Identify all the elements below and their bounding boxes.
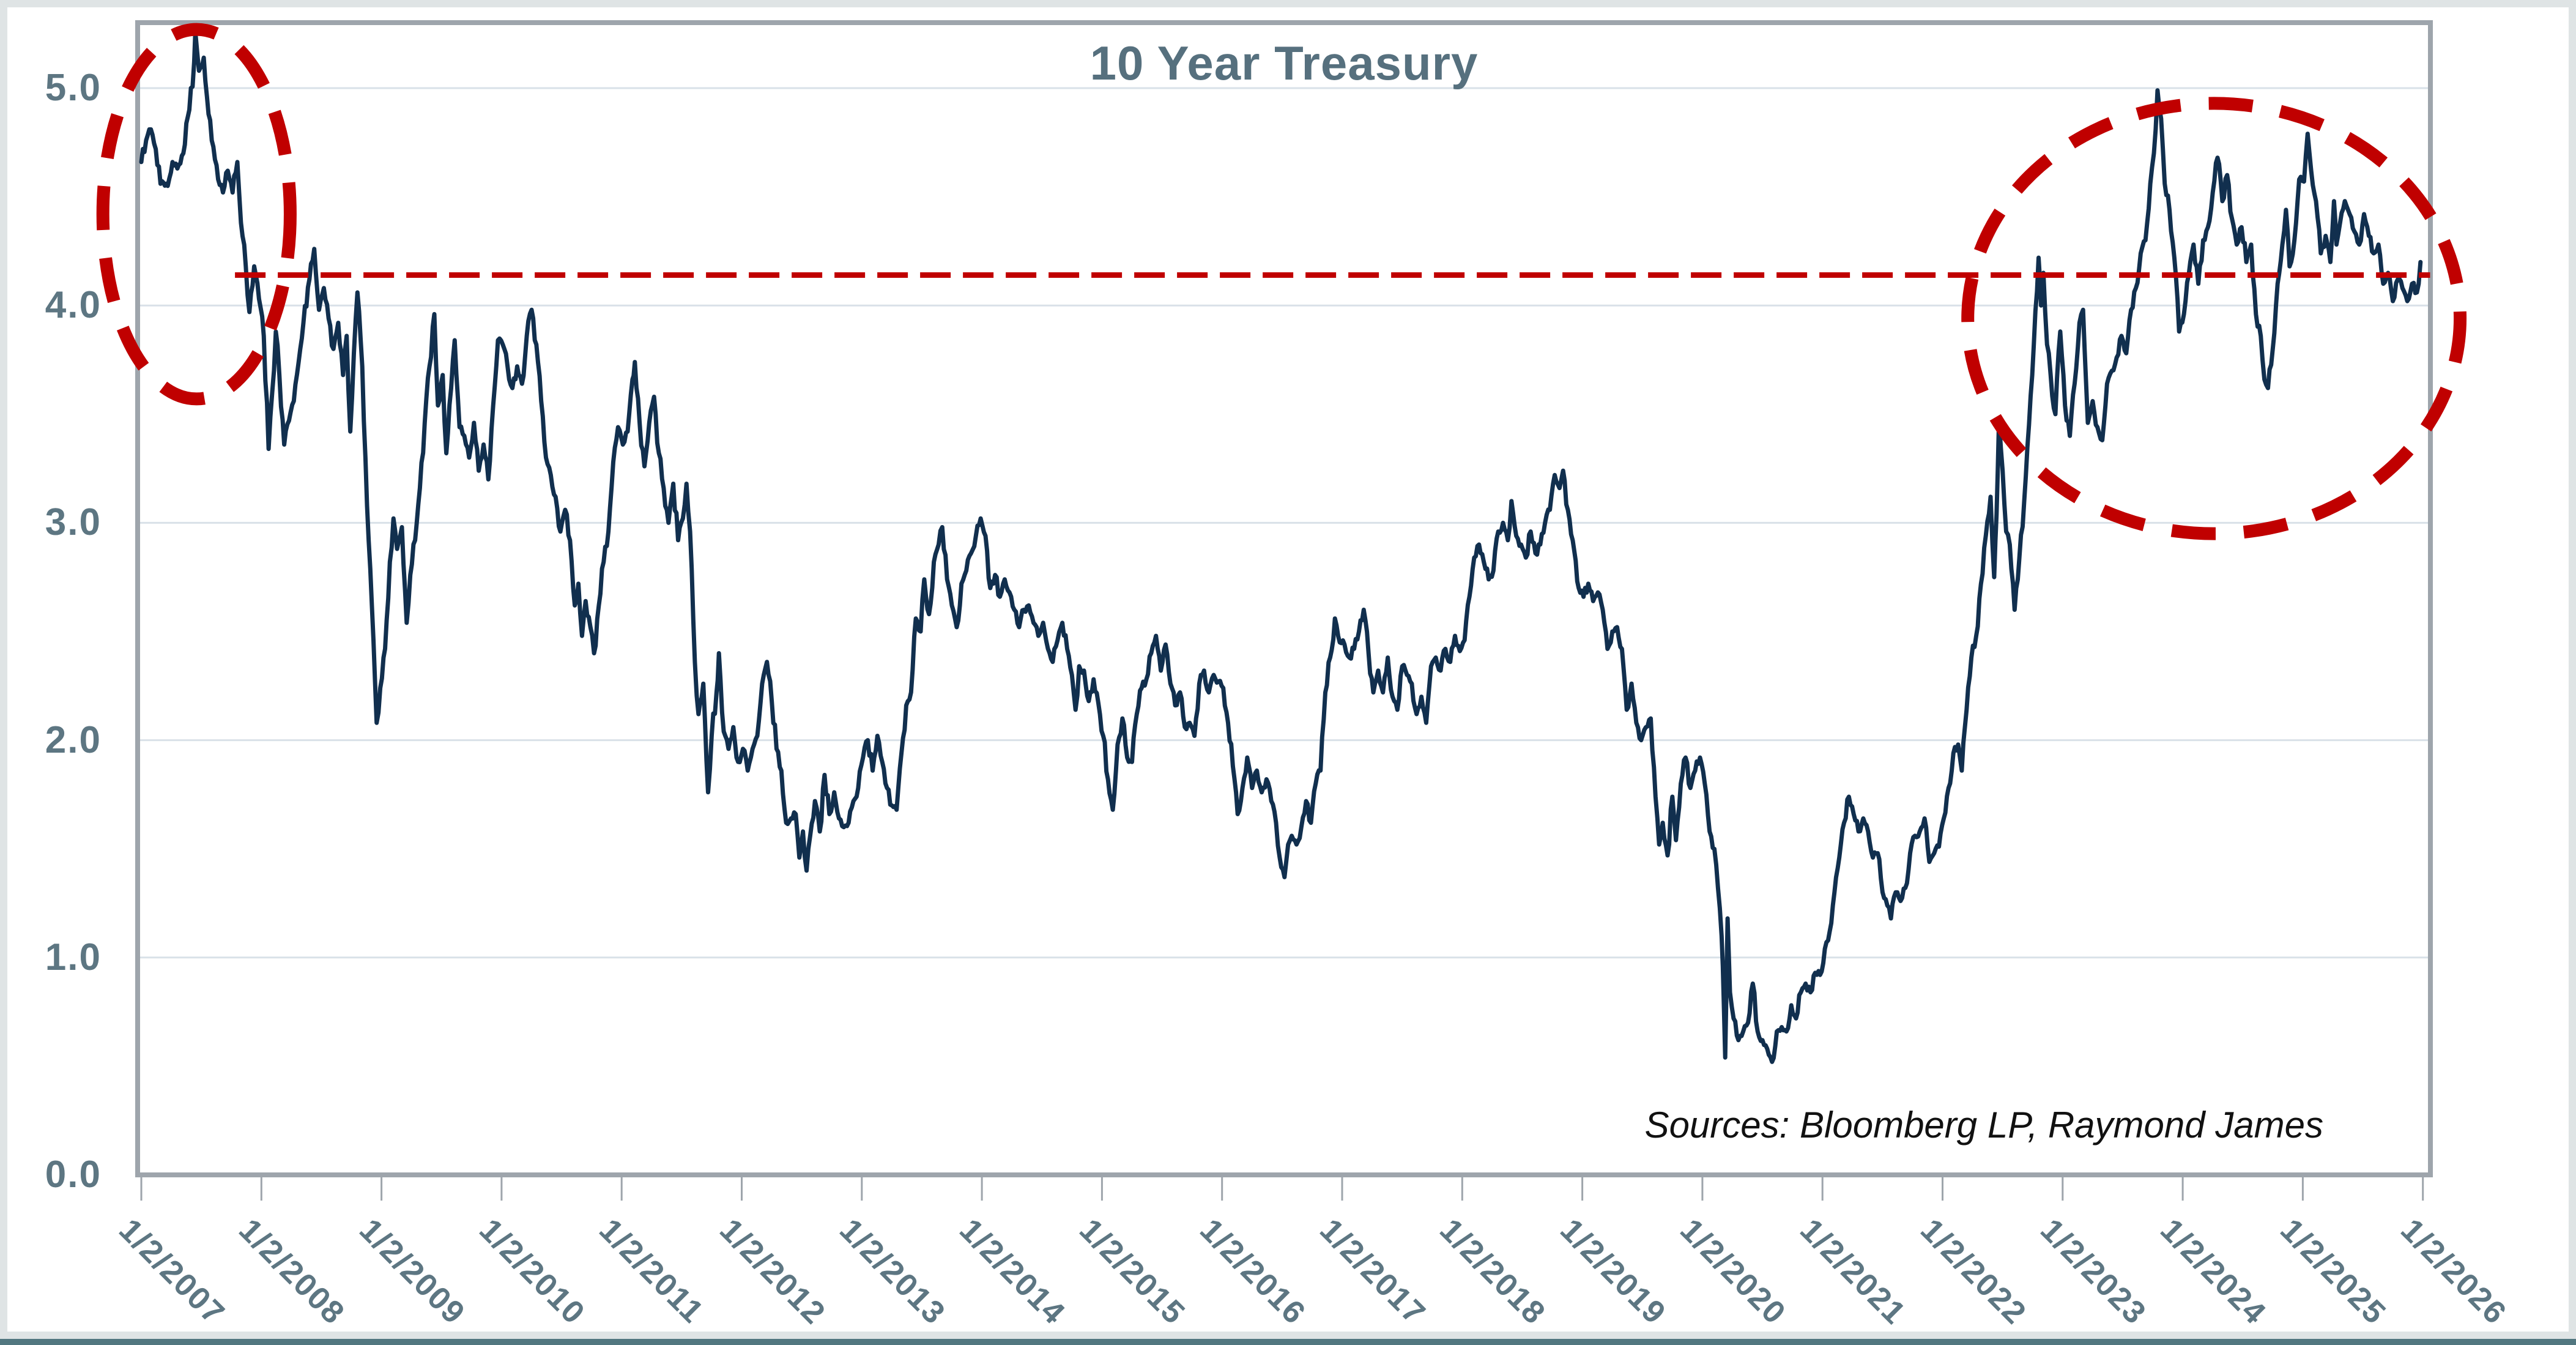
y-tick-label: 2.0 <box>45 718 102 761</box>
plot-border-group <box>135 20 2433 1177</box>
treasury-yield-line <box>139 29 2423 1064</box>
y-tick-label: 3.0 <box>45 501 102 544</box>
frame-edge-bottom-teal <box>0 1339 2576 1345</box>
source-note: Sources: Bloomberg LP, Raymond James <box>1644 1105 2323 1146</box>
y-tick-label: 1.0 <box>45 936 102 978</box>
frame-edge-top <box>0 0 2576 7</box>
plot-border <box>135 20 2433 1177</box>
yield-series <box>139 29 2423 1064</box>
y-tick-label: 5.0 <box>45 67 102 109</box>
chart-title: 10 Year Treasury <box>1089 36 1479 90</box>
y-tick-label: 0.0 <box>45 1153 102 1196</box>
frame-edge-right <box>2569 0 2576 1345</box>
frame-edge-left <box>0 0 7 1345</box>
highlight-ellipse-2023-2025 <box>1961 97 2467 540</box>
axis-ticks <box>140 1177 2424 1201</box>
frame-edge-bottom-light <box>0 1332 2576 1339</box>
highlight-ellipse-2007 <box>96 23 297 406</box>
annotations <box>96 23 2467 540</box>
gridlines <box>140 87 2428 959</box>
y-tick-label: 4.0 <box>45 284 102 327</box>
